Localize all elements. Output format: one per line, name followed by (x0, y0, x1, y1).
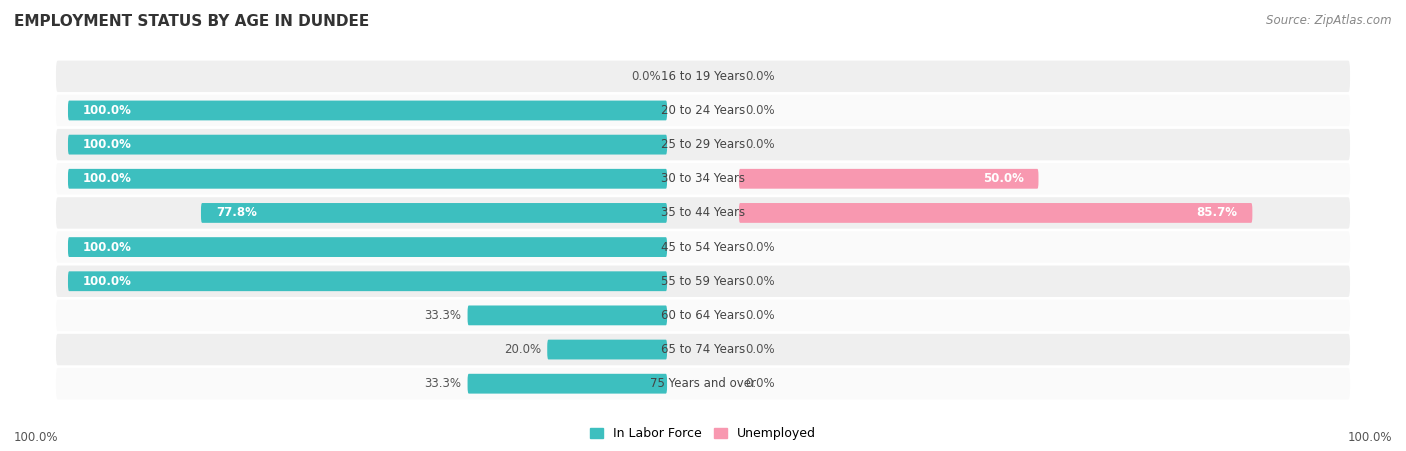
Text: 60 to 64 Years: 60 to 64 Years (661, 309, 745, 322)
Text: 85.7%: 85.7% (1197, 207, 1237, 220)
FancyBboxPatch shape (201, 203, 666, 223)
FancyBboxPatch shape (56, 95, 1350, 126)
Text: 0.0%: 0.0% (745, 70, 775, 83)
Text: 100.0%: 100.0% (83, 172, 132, 185)
Text: 20 to 24 Years: 20 to 24 Years (661, 104, 745, 117)
Text: 0.0%: 0.0% (745, 275, 775, 288)
FancyBboxPatch shape (67, 272, 666, 291)
FancyBboxPatch shape (67, 101, 666, 120)
Text: 100.0%: 100.0% (1347, 431, 1392, 444)
Text: 45 to 54 Years: 45 to 54 Years (661, 240, 745, 253)
FancyBboxPatch shape (56, 60, 1350, 92)
Text: 0.0%: 0.0% (745, 377, 775, 390)
Text: 100.0%: 100.0% (83, 138, 132, 151)
Text: Source: ZipAtlas.com: Source: ZipAtlas.com (1267, 14, 1392, 27)
Text: 100.0%: 100.0% (14, 431, 59, 444)
Text: 75 Years and over: 75 Years and over (650, 377, 756, 390)
Text: 0.0%: 0.0% (745, 138, 775, 151)
Text: 33.3%: 33.3% (425, 377, 461, 390)
FancyBboxPatch shape (468, 374, 666, 394)
FancyBboxPatch shape (67, 237, 666, 257)
Text: 100.0%: 100.0% (83, 240, 132, 253)
FancyBboxPatch shape (56, 299, 1350, 331)
FancyBboxPatch shape (67, 169, 666, 189)
FancyBboxPatch shape (56, 163, 1350, 194)
Text: 0.0%: 0.0% (745, 309, 775, 322)
FancyBboxPatch shape (56, 266, 1350, 297)
Text: 16 to 19 Years: 16 to 19 Years (661, 70, 745, 83)
Text: 0.0%: 0.0% (745, 104, 775, 117)
FancyBboxPatch shape (56, 197, 1350, 229)
Text: 50.0%: 50.0% (983, 172, 1024, 185)
Text: EMPLOYMENT STATUS BY AGE IN DUNDEE: EMPLOYMENT STATUS BY AGE IN DUNDEE (14, 14, 370, 28)
FancyBboxPatch shape (56, 334, 1350, 365)
Legend: In Labor Force, Unemployed: In Labor Force, Unemployed (585, 423, 821, 446)
Text: 77.8%: 77.8% (217, 207, 257, 220)
FancyBboxPatch shape (468, 305, 666, 325)
FancyBboxPatch shape (67, 135, 666, 155)
FancyBboxPatch shape (740, 203, 1253, 223)
Text: 0.0%: 0.0% (745, 240, 775, 253)
Text: 30 to 34 Years: 30 to 34 Years (661, 172, 745, 185)
FancyBboxPatch shape (547, 340, 666, 359)
FancyBboxPatch shape (56, 368, 1350, 400)
Text: 33.3%: 33.3% (425, 309, 461, 322)
Text: 35 to 44 Years: 35 to 44 Years (661, 207, 745, 220)
FancyBboxPatch shape (56, 231, 1350, 263)
Text: 100.0%: 100.0% (83, 104, 132, 117)
Text: 55 to 59 Years: 55 to 59 Years (661, 275, 745, 288)
Text: 0.0%: 0.0% (745, 343, 775, 356)
FancyBboxPatch shape (56, 129, 1350, 161)
Text: 0.0%: 0.0% (631, 70, 661, 83)
Text: 100.0%: 100.0% (83, 275, 132, 288)
Text: 25 to 29 Years: 25 to 29 Years (661, 138, 745, 151)
Text: 20.0%: 20.0% (505, 343, 541, 356)
FancyBboxPatch shape (740, 169, 1039, 189)
Text: 65 to 74 Years: 65 to 74 Years (661, 343, 745, 356)
